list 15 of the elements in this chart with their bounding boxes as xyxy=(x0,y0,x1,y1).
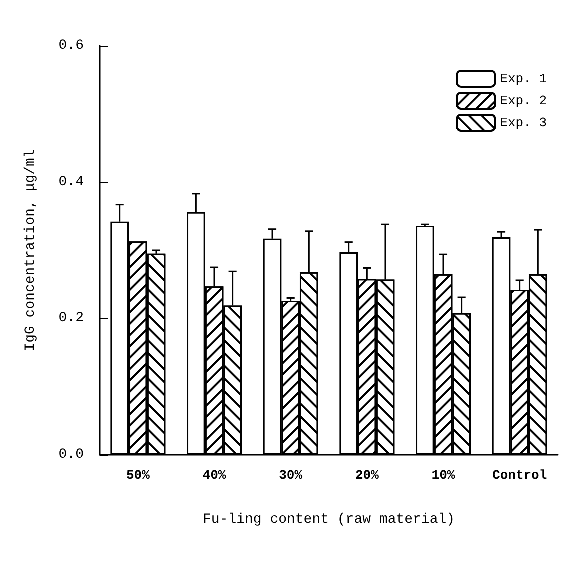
x-tick-label: 30% xyxy=(279,468,303,483)
x-tick-label: 40% xyxy=(202,468,226,483)
legend-label: Exp. 1 xyxy=(500,72,548,86)
y-tick-label: 0.2 xyxy=(58,310,84,327)
x-tick-label: Control xyxy=(492,468,548,483)
legend-label: Exp. 2 xyxy=(500,94,548,108)
x-tick-label: 20% xyxy=(355,468,380,483)
x-tick-label: 50% xyxy=(126,468,150,483)
y-tick-label: 0.4 xyxy=(58,174,84,190)
y-axis-title: IgG concentration, μg/ml xyxy=(23,150,39,352)
y-tick-label: 0.0 xyxy=(58,447,84,463)
x-tick-label: 10% xyxy=(432,468,456,483)
legend-label: Exp. 3 xyxy=(500,116,548,130)
y-tick-label: 0.6 xyxy=(58,38,84,54)
x-axis-title: Fu-ling content (raw material) xyxy=(202,512,456,528)
